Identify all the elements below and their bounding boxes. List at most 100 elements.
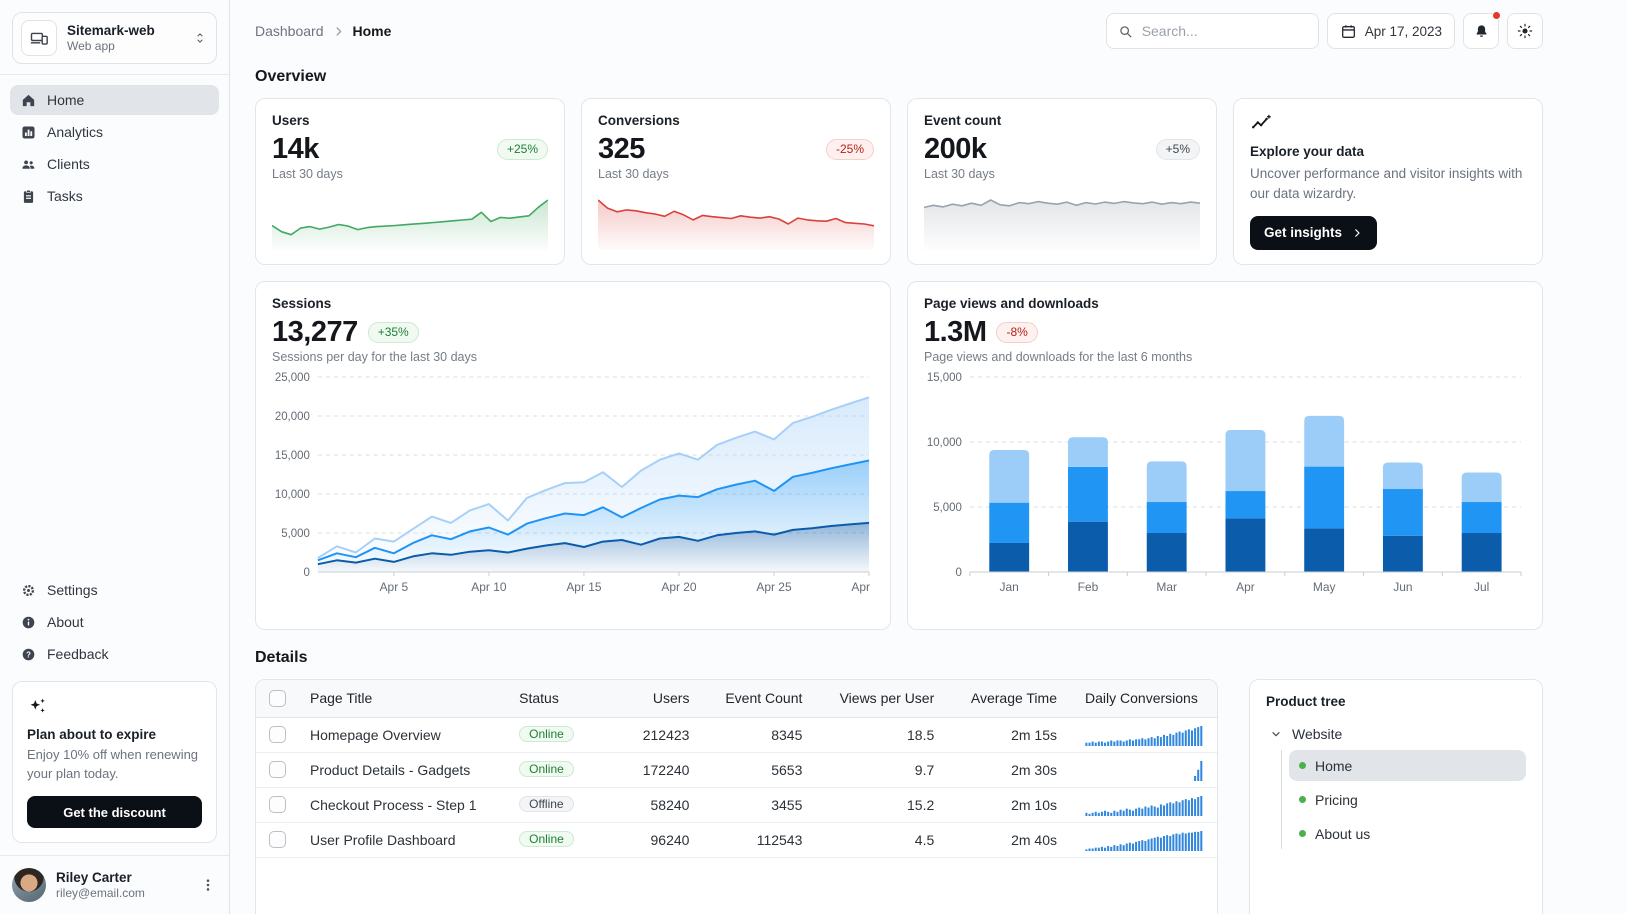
tree-children: Home Pricing About us [1281, 750, 1526, 849]
status-badge: Online [519, 831, 574, 847]
sidebar-item-analytics[interactable]: Analytics [10, 117, 219, 147]
tree-item-pricing[interactable]: Pricing [1289, 784, 1526, 815]
stat-value: 325 [598, 133, 645, 165]
cell-views-per-user: 18.5 [816, 717, 949, 753]
status-badge: Offline [519, 796, 574, 812]
tree-bullet-dot [1299, 830, 1306, 837]
cell-users: 212423 [623, 717, 704, 753]
sidebar-item-label: About [47, 614, 84, 631]
explore-title: Explore your data [1250, 144, 1365, 159]
sidebar-item-about[interactable]: About [10, 607, 219, 637]
sidebar-nav-main: Home Analytics Clients Tasks [0, 85, 229, 213]
date-picker-button[interactable]: Apr 17, 2023 [1326, 13, 1455, 49]
cell-event-count: 8345 [703, 717, 817, 753]
search-input[interactable] [1141, 23, 1308, 39]
get-discount-button[interactable]: Get the discount [27, 796, 202, 828]
sidebar-item-clients[interactable]: Clients [10, 149, 219, 179]
tree-item-home[interactable]: Home [1289, 750, 1526, 781]
svg-text:Apr 30: Apr 30 [851, 580, 874, 594]
cell-average-time: 2m 15s [948, 717, 1071, 753]
sidebar-item-settings[interactable]: Settings [10, 575, 219, 605]
stat-delta-chip: +5% [1155, 139, 1200, 160]
svg-text:20,000: 20,000 [275, 411, 310, 423]
select-all-checkbox[interactable] [269, 690, 286, 708]
search-icon [1117, 23, 1134, 40]
row-checkbox[interactable] [269, 831, 286, 849]
cell-views-per-user: 4.5 [816, 822, 949, 858]
table-row[interactable]: Product Details - Gadgets Online 172240 565… [256, 752, 1217, 788]
svg-text:15,000: 15,000 [275, 450, 310, 462]
row-checkbox[interactable] [269, 796, 286, 814]
svg-text:May: May [1313, 580, 1336, 594]
sidebar-item-label: Feedback [47, 646, 109, 663]
cell-average-time: 2m 10s [948, 787, 1071, 823]
cell-average-time: 2m 40s [948, 822, 1071, 858]
svg-text:Jun: Jun [1393, 580, 1412, 594]
stat-delta-chip: +25% [496, 139, 548, 160]
svg-text:25,000: 25,000 [275, 372, 310, 384]
cell-users: 96240 [623, 822, 704, 858]
sessions-delta-chip: +35% [367, 322, 419, 343]
pageviews-bar-chart: 5,000 10,000 15,000 0 Jan Feb Mar Apr May Jun Jul [927, 372, 1522, 594]
chevron-right-icon [332, 25, 345, 38]
column-header-users[interactable]: Users [623, 680, 704, 718]
stat-caption: Last 30 days [272, 167, 343, 181]
sidebar-item-feedback[interactable]: ? Feedback [10, 639, 219, 669]
stat-value: 14k [272, 133, 319, 165]
details-grid: Page Title Status Users Event Count Views pe… [255, 679, 1543, 914]
details-title: Details [255, 649, 308, 666]
svg-text:Jul: Jul [1474, 580, 1489, 594]
cell-page-title: Product Details - Gadgets [296, 752, 506, 788]
plan-card: Plan about to expire Enjoy 10% off when … [12, 681, 217, 843]
insights-icon [1250, 113, 1526, 135]
cell-event-count: 5653 [703, 752, 817, 788]
get-insights-button[interactable]: Get insights [1250, 215, 1378, 250]
help-icon: ? [20, 646, 37, 663]
row-checkbox[interactable] [269, 761, 286, 779]
pageviews-value: 1.3M [924, 316, 987, 348]
column-header-average-time[interactable]: Average Time [948, 680, 1071, 718]
column-header-views-per-user[interactable]: Views per User [816, 680, 949, 718]
table-row[interactable]: Homepage Overview Online 212423 8345 18.5 2m … [256, 717, 1217, 753]
cell-page-title: Homepage Overview [296, 717, 506, 753]
user-options-button[interactable] [199, 876, 217, 894]
table-row[interactable]: User Profile Dashboard Online 96240 112543 4… [256, 822, 1217, 858]
column-header-daily-conversions[interactable]: Daily Conversions [1071, 680, 1217, 718]
row-checkbox[interactable] [269, 726, 286, 744]
status-badge: Online [519, 761, 574, 777]
svg-text:Apr 10: Apr 10 [471, 580, 507, 594]
product-tree-card: Product tree Website Home Pricing About us [1249, 679, 1543, 914]
tree-item-about-us[interactable]: About us [1289, 818, 1526, 849]
table-row[interactable]: Checkout Process - Step 1 Offline 58240 345… [256, 787, 1217, 823]
workspace-selector[interactable]: Sitemark-web Web app [12, 12, 217, 64]
top-bar-actions: Apr 17, 2023 [1105, 11, 1543, 49]
column-header-page-title[interactable]: Page Title [296, 680, 506, 718]
sidebar-item-tasks[interactable]: Tasks [10, 181, 219, 211]
get-insights-label: Get insights [1264, 225, 1343, 240]
cell-views-per-user: 15.2 [816, 787, 949, 823]
sessions-chart-card: Sessions 13,277 +35% Sessions per day fo… [255, 281, 891, 630]
cell-event-count: 112543 [703, 822, 817, 858]
stat-card-users: Users 14k +25% Last 30 days [255, 98, 565, 265]
avatar [12, 868, 46, 902]
sidebar-item-label: Analytics [47, 124, 104, 140]
svg-text:?: ? [26, 650, 31, 659]
column-header-status[interactable]: Status [505, 680, 624, 718]
svg-text:5,000: 5,000 [933, 502, 962, 514]
sessions-area-chart: 5,000 10,000 15,000 20,000 25,000 0 Apr 5 Apr 1… [275, 372, 874, 594]
notifications-button[interactable] [1463, 11, 1501, 49]
overview-title: Overview [255, 68, 327, 85]
breadcrumb-dashboard[interactable]: Dashboard [255, 23, 324, 39]
cell-users: 58240 [623, 787, 704, 823]
cell-views-per-user: 9.7 [816, 752, 949, 788]
home-icon [20, 92, 37, 109]
theme-toggle-button[interactable] [1507, 13, 1543, 49]
column-header-event-count[interactable]: Event Count [703, 680, 817, 718]
sidebar-item-home[interactable]: Home [10, 85, 219, 115]
daily-conversions-sparkline [1085, 830, 1203, 851]
sessions-title: Sessions [272, 296, 332, 311]
unfold-more-icon [192, 30, 208, 46]
tree-item-website[interactable]: Website [1266, 719, 1526, 749]
search-box [1105, 13, 1319, 49]
cell-average-time: 2m 30s [948, 752, 1071, 788]
